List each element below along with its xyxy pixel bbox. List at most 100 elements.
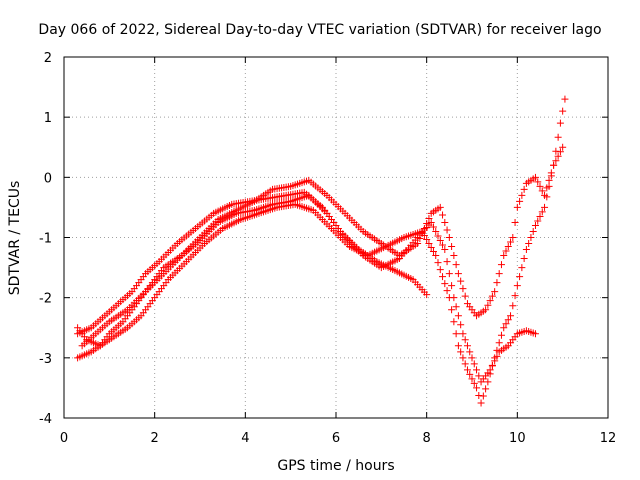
y-tick-label: -1 <box>39 232 52 247</box>
data-point <box>525 240 533 248</box>
data-point <box>482 385 490 393</box>
data-point <box>486 297 494 305</box>
data-point <box>468 354 476 362</box>
data-point <box>527 234 535 241</box>
data-point <box>445 294 453 302</box>
data-point <box>500 324 508 332</box>
x-tick-label: 2 <box>151 431 159 446</box>
data-point <box>439 241 447 249</box>
data-point <box>502 320 510 328</box>
data-point <box>495 270 503 278</box>
x-axis-label: GPS time / hours <box>277 458 394 474</box>
chart-title: Day 066 of 2022, Sidereal Day-to-day VTE… <box>38 22 601 38</box>
data-point <box>448 306 456 314</box>
data-point <box>504 243 512 251</box>
data-point <box>536 212 544 220</box>
data-point <box>520 255 528 263</box>
data-point <box>466 348 474 356</box>
data-point <box>538 187 546 195</box>
data-point <box>520 185 528 193</box>
data-point <box>488 362 496 370</box>
data-point <box>486 370 494 378</box>
y-tick-label: -4 <box>39 412 52 427</box>
data-point <box>550 161 558 169</box>
data-point <box>470 360 478 368</box>
data-point <box>457 321 465 329</box>
data-point <box>461 336 469 344</box>
data-point <box>475 372 483 380</box>
data-point <box>429 223 437 231</box>
data-point <box>493 346 501 354</box>
grid-lines <box>64 57 608 418</box>
data-point <box>484 378 492 386</box>
data-point <box>536 182 544 190</box>
data-point <box>477 399 485 407</box>
x-tick-label: 6 <box>332 431 340 446</box>
data-point <box>531 173 539 181</box>
data-point <box>513 282 521 290</box>
data-point <box>556 148 564 156</box>
data-point <box>534 217 542 225</box>
data-point <box>547 172 555 180</box>
data-point <box>488 292 496 300</box>
data-point <box>497 261 505 269</box>
x-tick-label: 4 <box>241 431 249 446</box>
data-point <box>443 258 451 266</box>
y-tick-labels: -4 -3 -2 -1 0 1 2 <box>39 51 52 427</box>
data-point <box>436 266 444 274</box>
data-point <box>459 285 467 293</box>
data-point <box>541 203 549 211</box>
data-point <box>450 318 458 326</box>
data-point <box>441 218 449 226</box>
data-point <box>511 292 519 300</box>
data-point <box>466 370 474 378</box>
data-point <box>475 391 483 399</box>
data-point <box>473 366 481 374</box>
data-point <box>425 240 433 248</box>
data-point <box>452 330 460 338</box>
data-point <box>543 193 551 201</box>
data-point <box>504 316 512 324</box>
data-point <box>529 227 537 235</box>
data-point <box>427 218 435 226</box>
y-tick-label: -2 <box>39 292 52 307</box>
data-point <box>491 288 499 296</box>
data-point <box>450 252 458 260</box>
data-point <box>556 119 564 127</box>
data-point <box>470 379 478 387</box>
data-point <box>509 302 517 310</box>
x-tick-label: 10 <box>509 431 526 446</box>
data-point <box>445 234 453 241</box>
data-point <box>418 227 426 235</box>
data-point <box>500 252 508 260</box>
data-point <box>432 252 440 260</box>
x-tick-label: 0 <box>60 431 68 446</box>
y-axis-label: SDTVAR / TECUs <box>7 181 23 296</box>
data-point <box>507 238 515 246</box>
data-point <box>443 287 451 295</box>
data-point <box>561 95 569 103</box>
data-point <box>554 152 562 160</box>
data-point <box>454 312 462 320</box>
data-point <box>443 226 451 234</box>
data-point <box>439 273 447 281</box>
data-point <box>493 279 501 287</box>
data-point <box>531 221 539 229</box>
data-point <box>459 330 467 338</box>
data-point <box>441 246 449 254</box>
data-point <box>452 303 460 311</box>
data-point <box>434 259 442 267</box>
tick-marks <box>63 56 609 419</box>
y-tick-label: 0 <box>44 171 52 186</box>
data-point <box>509 234 517 241</box>
y-tick-label: -3 <box>39 352 52 367</box>
x-tick-labels: 0 2 4 6 8 10 12 <box>60 431 616 446</box>
data-point <box>552 157 560 165</box>
data-point <box>518 191 526 199</box>
data-point <box>502 247 510 255</box>
data-point <box>423 236 431 244</box>
data-point <box>473 384 481 392</box>
data-point <box>491 354 499 362</box>
data-point <box>559 143 567 151</box>
